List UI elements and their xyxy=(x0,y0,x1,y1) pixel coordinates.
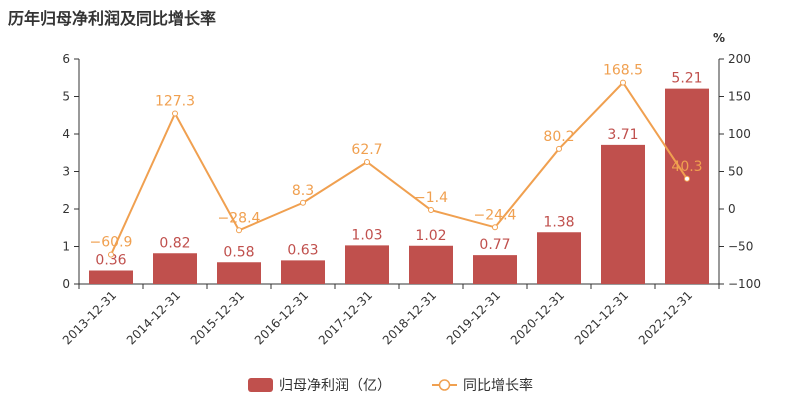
x-tick-label: 2019-12-31 xyxy=(444,288,503,347)
right-axis-unit: % xyxy=(713,31,725,45)
right-tick-label: 100 xyxy=(728,127,751,141)
bar xyxy=(153,253,197,284)
left-tick-label: 4 xyxy=(62,127,70,141)
bar xyxy=(89,270,133,284)
bar-labels: 0.36 0.82 0.58 0.63 1.03 1.02 0.77 1.38 3.71 5.21 xyxy=(95,71,702,269)
right-tick-label: 200 xyxy=(728,52,751,66)
legend-bar-swatch xyxy=(248,378,273,392)
line-value-label: 127.3 xyxy=(155,94,195,110)
bar xyxy=(473,255,517,284)
x-tick-label: 2022-12-31 xyxy=(636,288,695,347)
left-tick-label: 0 xyxy=(62,277,70,291)
bar-value-label: 0.82 xyxy=(159,235,190,251)
legend-bar-label: 归母净利润（亿） xyxy=(279,377,391,394)
legend[interactable]: 归母净利润（亿） 同比增长率 xyxy=(248,377,533,394)
bar-value-label: 0.63 xyxy=(287,242,318,258)
line-value-label: 62.7 xyxy=(351,142,382,158)
bar-value-label: 1.02 xyxy=(415,228,446,244)
line-value-label: −1.4 xyxy=(414,190,448,206)
legend-line-label: 同比增长率 xyxy=(463,377,533,394)
left-tick-label: 6 xyxy=(62,52,70,66)
x-tick-label: 2016-12-31 xyxy=(252,288,311,347)
bar xyxy=(281,260,325,284)
bar-value-label: 0.77 xyxy=(479,237,510,253)
bar-value-label: 0.58 xyxy=(223,244,254,260)
line-value-label: −60.9 xyxy=(90,235,133,251)
line-point xyxy=(364,158,370,165)
left-tick-label: 3 xyxy=(62,165,70,179)
line-point xyxy=(492,224,498,231)
x-tick-label: 2018-12-31 xyxy=(380,288,439,347)
bar xyxy=(665,88,709,284)
chart-title: 历年归母净利润及同比增长率 xyxy=(8,9,217,28)
bar-value-label: 5.21 xyxy=(671,71,702,87)
right-tick-label: 50 xyxy=(728,165,743,179)
line-point xyxy=(428,207,434,214)
line-series xyxy=(108,79,690,258)
bar-value-label: 3.71 xyxy=(607,127,638,143)
right-tick-label: 0 xyxy=(728,202,736,216)
line-point xyxy=(172,110,178,117)
x-tick-label: 2020-12-31 xyxy=(508,288,567,347)
line-value-label: 40.3 xyxy=(671,159,702,175)
growth-line xyxy=(110,81,688,256)
x-tick-label: 2021-12-31 xyxy=(572,288,631,347)
bar xyxy=(217,262,261,284)
bar xyxy=(601,144,645,284)
line-point xyxy=(684,175,690,182)
legend-line-marker xyxy=(438,379,451,391)
bar-value-label: 1.03 xyxy=(351,227,382,243)
line-value-label: 8.3 xyxy=(292,183,314,199)
x-tick-label: 2015-12-31 xyxy=(188,288,247,347)
line-value-label: 168.5 xyxy=(603,63,643,79)
right-tick-label: −50 xyxy=(728,240,753,254)
line-point xyxy=(620,79,626,86)
x-tick-label: 2014-12-31 xyxy=(124,288,183,347)
bar xyxy=(409,245,453,284)
bar-value-label: 1.38 xyxy=(543,214,574,230)
right-tick-label: −100 xyxy=(728,277,761,291)
line-labels: −60.9 127.3 −28.4 8.3 62.7 −1.4 −24.4 80.2 168.5… xyxy=(90,63,703,251)
line-value-label: 80.2 xyxy=(543,129,574,145)
bar-series xyxy=(89,88,709,284)
line-point xyxy=(108,251,114,258)
line-point xyxy=(236,227,242,234)
left-tick-label: 2 xyxy=(62,202,70,216)
x-tick-label: 2017-12-31 xyxy=(316,288,375,347)
line-point xyxy=(556,145,562,152)
left-tick-label: 1 xyxy=(62,240,70,254)
line-value-label: −24.4 xyxy=(474,207,517,223)
right-tick-label: 150 xyxy=(728,90,751,104)
bar xyxy=(537,232,581,284)
line-point xyxy=(300,199,306,206)
bar-value-label: 0.36 xyxy=(95,253,126,269)
line-value-label: −28.4 xyxy=(218,210,261,226)
left-tick-label: 5 xyxy=(62,90,70,104)
x-tick-label: 2013-12-31 xyxy=(60,288,119,347)
bar xyxy=(345,245,389,284)
